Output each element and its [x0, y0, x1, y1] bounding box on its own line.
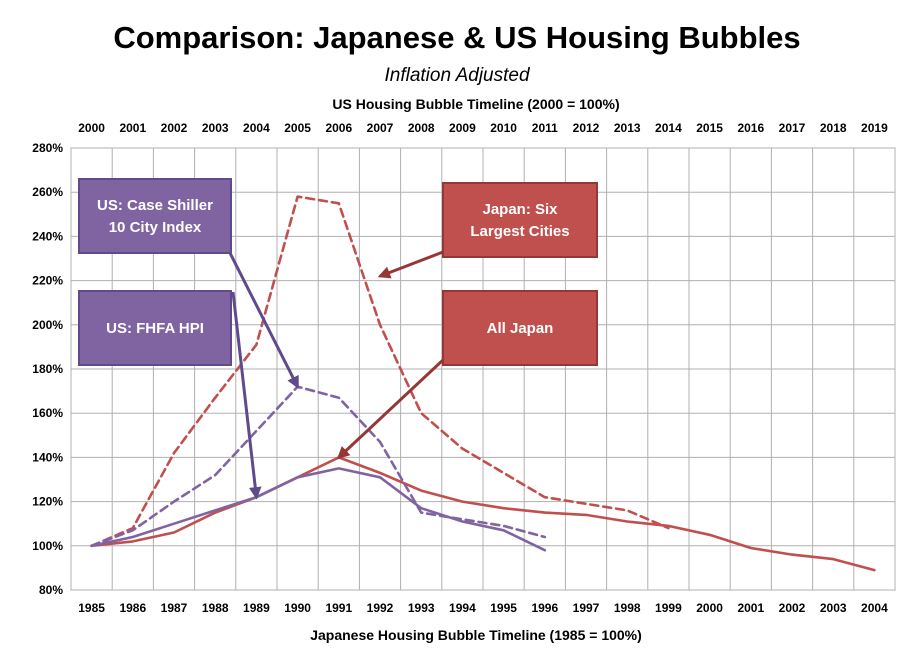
annotation-1: US: Case Shiller 10 City Index [78, 178, 299, 389]
top-x-tick-label: 2012 [573, 121, 600, 135]
y-tick-label: 160% [32, 406, 63, 420]
top-axis-title: US Housing Bubble Timeline (2000 = 100%) [332, 96, 619, 112]
top-x-tick-label: 2009 [449, 121, 476, 135]
annotation-2: US: FHFA HPI [78, 290, 262, 500]
bottom-x-tick-label: 1994 [449, 601, 476, 615]
bottom-x-tick-label: 1995 [490, 601, 517, 615]
annotation-3: Japan: Six Largest Cities [377, 182, 598, 279]
top-x-tick-label: 2014 [655, 121, 682, 135]
y-tick-label: 80% [39, 583, 63, 597]
top-x-tick-label: 2018 [820, 121, 847, 135]
y-tick-label: 140% [32, 450, 63, 464]
top-x-tick-label: 2015 [696, 121, 723, 135]
top-x-tick-label: 2008 [408, 121, 435, 135]
y-tick-label: 260% [32, 185, 63, 199]
annotation-arrow [336, 358, 445, 460]
annotation-label: All Japan [487, 320, 554, 337]
y-tick-label: 120% [32, 495, 63, 509]
bottom-x-tick-label: 1988 [202, 601, 229, 615]
bottom-x-tick-label: 2001 [737, 601, 764, 615]
top-x-tick-label: 2005 [284, 121, 311, 135]
bottom-x-tick-label: 2004 [861, 601, 888, 615]
y-tick-label: 240% [32, 229, 63, 243]
y-tick-label: 200% [32, 318, 63, 332]
top-x-tick-label: 2004 [243, 121, 270, 135]
top-x-tick-label: 2002 [161, 121, 188, 135]
annotation-box [442, 290, 598, 366]
annotation-arrow [227, 250, 299, 389]
annotation-4: All Japan [336, 290, 598, 460]
chart-title: Comparison: Japanese & US Housing Bubble… [113, 20, 800, 55]
bottom-x-tick-label: 1989 [243, 601, 270, 615]
bottom-x-tick-label: 1993 [408, 601, 435, 615]
series-line-us-fhfa-hpi [90, 467, 547, 552]
bottom-axis-title: Japanese Housing Bubble Timeline (1985 =… [310, 627, 642, 643]
top-x-tick-label: 2019 [861, 121, 888, 135]
top-x-tick-label: 2001 [119, 121, 146, 135]
top-x-tick-label: 2016 [737, 121, 764, 135]
y-tick-label: 100% [32, 539, 63, 553]
top-x-tick-label: 2011 [532, 121, 558, 135]
bottom-x-tick-label: 1987 [161, 601, 188, 615]
series-lines [90, 195, 876, 572]
annotation-arrow [231, 291, 262, 500]
top-x-tick-label: 2010 [490, 121, 517, 135]
bottom-x-tick-label: 1990 [284, 601, 311, 615]
annotation-label: US: FHFA HPI [106, 320, 204, 337]
y-tick-label: 280% [32, 141, 63, 155]
bottom-x-tick-label: 1992 [367, 601, 394, 615]
annotation-label: US: Case Shiller [97, 197, 213, 214]
annotation-label: Japan: Six [482, 201, 558, 218]
series-line-us-case-shiller-10-city-index [90, 385, 547, 548]
chart-subtitle: Inflation Adjusted [384, 65, 530, 86]
annotations: US: Case Shiller 10 City Index US: FHFA HP… [78, 178, 598, 500]
top-x-tick-label: 2007 [367, 121, 394, 135]
bottom-x-tick-label: 2000 [696, 601, 723, 615]
y-tick-label: 220% [32, 274, 63, 288]
top-x-tick-label: 2013 [614, 121, 641, 135]
bottom-x-tick-label: 1998 [614, 601, 641, 615]
series-line-japan-six-largest-cities [90, 195, 670, 548]
annotation-label: 10 City Index [109, 219, 202, 236]
bottom-x-tick-label: 1999 [655, 601, 682, 615]
series-line-all-japan [90, 456, 876, 572]
axis-ticks: 80% 100% 120% 140% 160% 180% 200% 220% 240% 260% 2… [32, 121, 888, 615]
annotation-arrow [377, 250, 444, 279]
annotation-label: Largest Cities [470, 223, 569, 240]
bottom-x-tick-label: 1997 [573, 601, 600, 615]
top-x-tick-label: 2000 [78, 121, 105, 135]
bottom-x-tick-label: 1991 [325, 601, 352, 615]
annotation-box [442, 182, 598, 258]
top-x-tick-label: 2017 [779, 121, 806, 135]
annotation-box [78, 290, 232, 366]
bottom-x-tick-label: 2003 [820, 601, 847, 615]
bottom-x-tick-label: 1986 [119, 601, 146, 615]
bottom-x-tick-label: 2002 [779, 601, 806, 615]
y-tick-label: 180% [32, 362, 63, 376]
annotation-box [78, 178, 232, 254]
bottom-x-tick-label: 1985 [78, 601, 105, 615]
top-x-tick-label: 2003 [202, 121, 229, 135]
bottom-x-tick-label: 1996 [531, 601, 558, 615]
top-x-tick-label: 2006 [325, 121, 352, 135]
